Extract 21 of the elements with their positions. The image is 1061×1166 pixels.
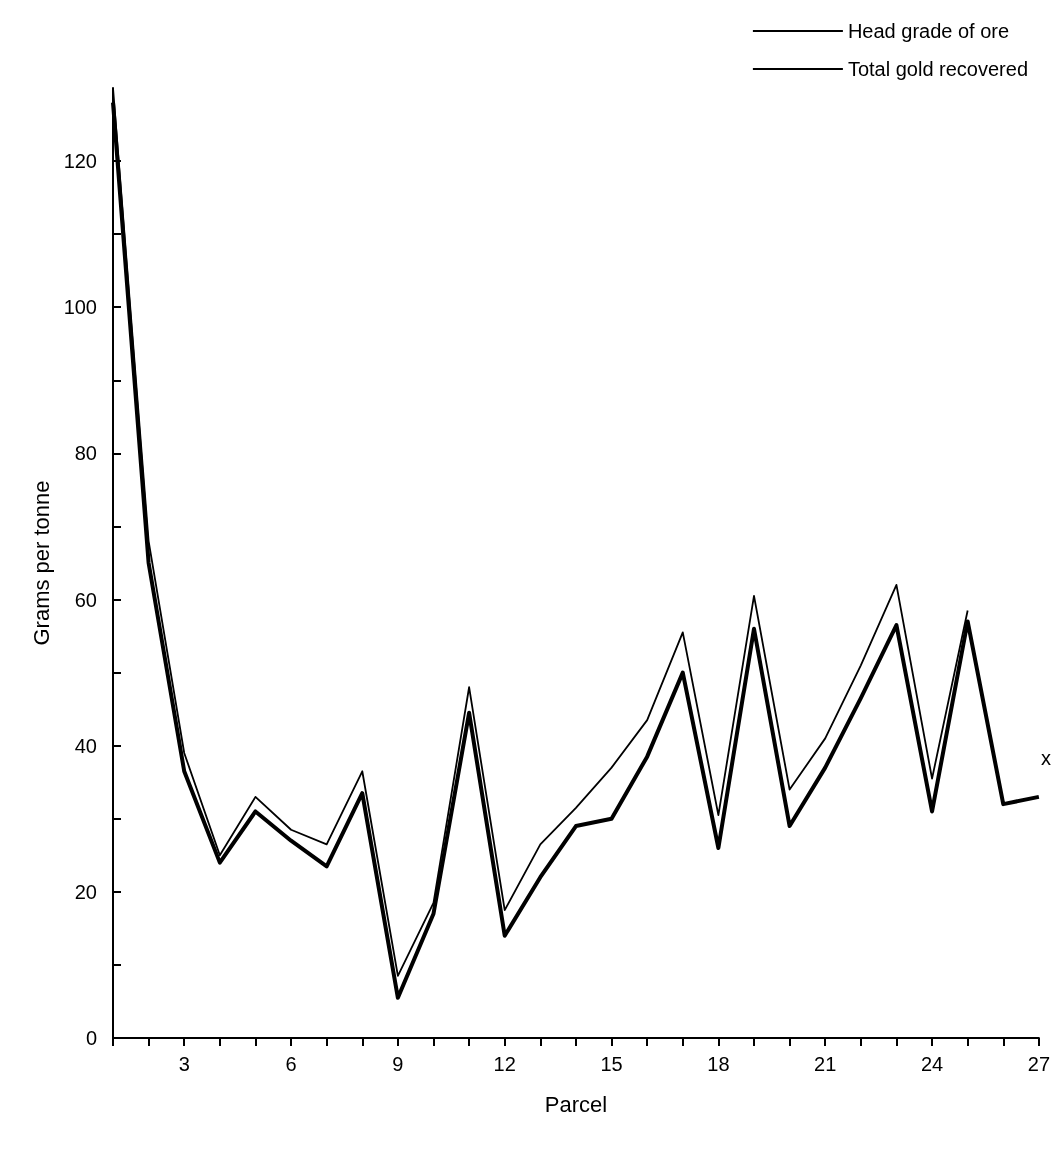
y-tick-label: 100	[63, 296, 97, 319]
text: x	[1041, 747, 1051, 769]
y-tick-label: 80	[74, 442, 97, 465]
x-tick-label: 3	[178, 1053, 190, 1075]
y-tick-label: 20	[74, 880, 97, 903]
x-tick-label: 27	[1027, 1053, 1050, 1075]
y-tick-label: 40	[74, 734, 97, 757]
x-tick-label: 15	[600, 1053, 623, 1075]
x-tick-label: 21	[814, 1053, 837, 1075]
x-tick-label: 18	[707, 1053, 730, 1075]
y-tick-label: 0	[85, 1027, 97, 1049]
x-axis-title: Parcel	[544, 1091, 608, 1117]
x-tick-label: 6	[285, 1053, 297, 1075]
y-axis-title: Grams per tonne	[29, 480, 55, 646]
legend-label: Total gold recovered	[847, 58, 1028, 80]
x-tick-label: 12	[493, 1053, 516, 1075]
y-tick-label: 60	[74, 588, 97, 611]
x-tick-label: 24	[920, 1053, 944, 1075]
y-tick-label: 120	[63, 150, 97, 173]
x-tick-label: 9	[392, 1053, 404, 1075]
legend-label: Head grade of ore	[847, 20, 1010, 42]
